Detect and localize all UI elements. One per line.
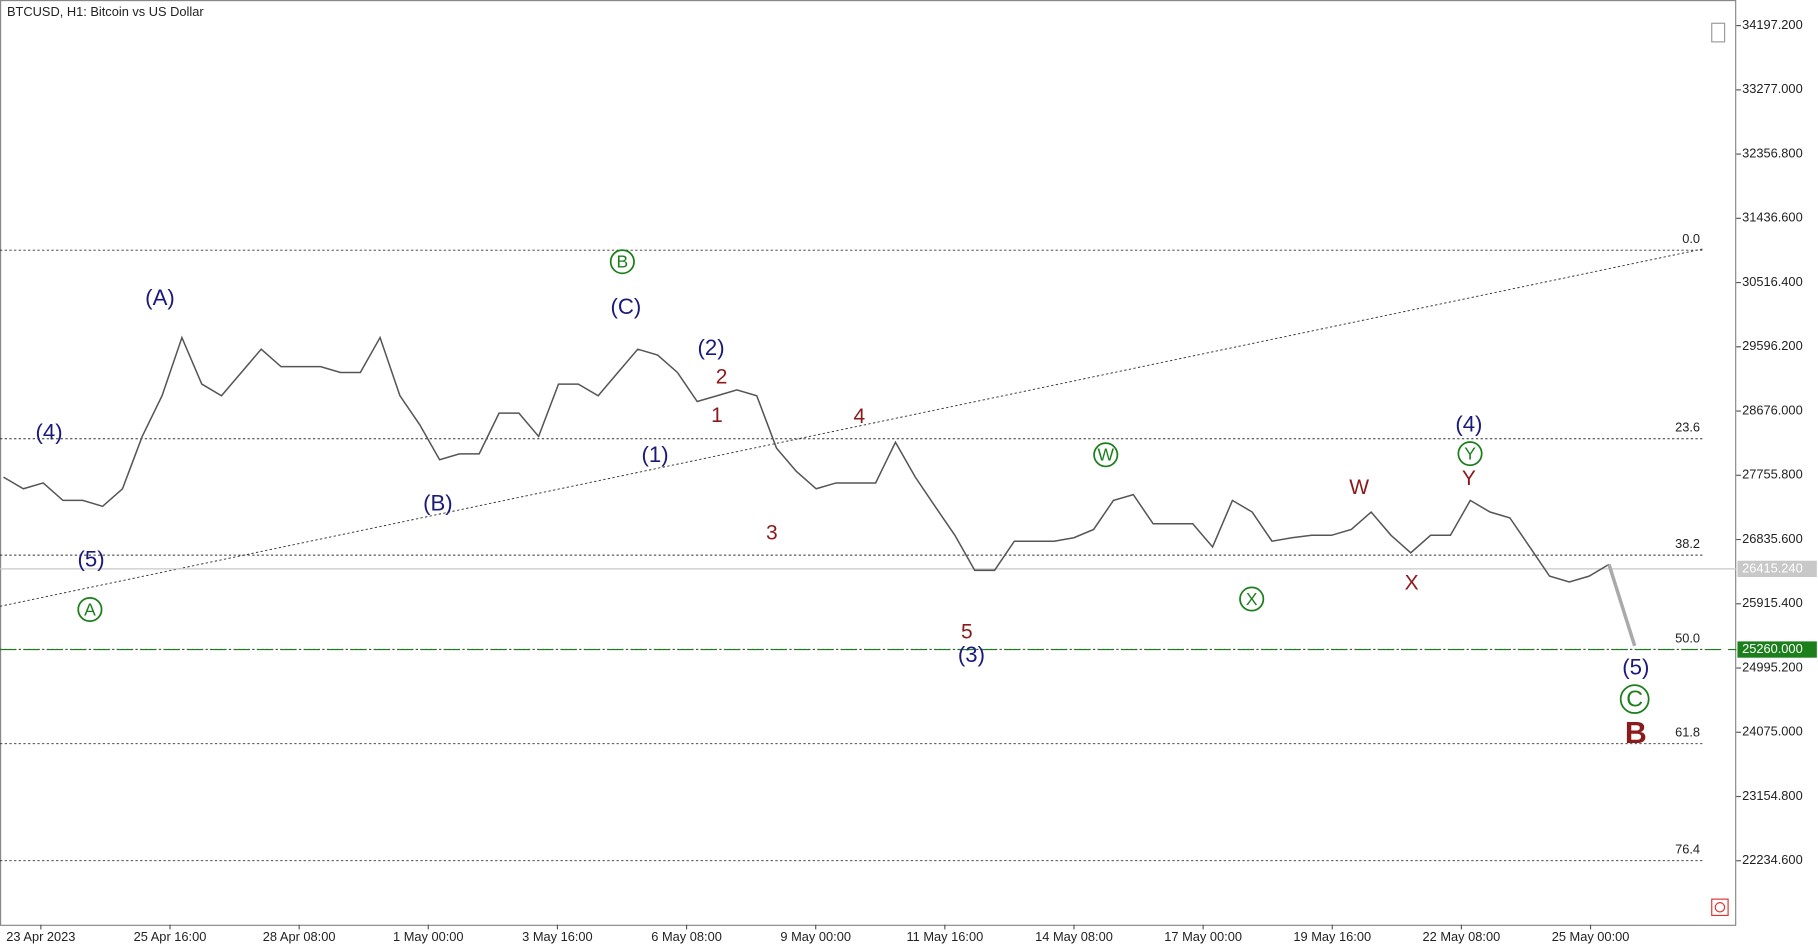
wave-label: (C): [610, 294, 641, 319]
projection: [1607, 563, 1637, 647]
fib-label: 23.6: [1675, 420, 1700, 435]
wave-circle: [1457, 441, 1483, 467]
wave-circle: [609, 249, 635, 275]
x-tick-label: 9 May 00:00: [780, 929, 851, 944]
icon[interactable]: [1711, 22, 1726, 43]
wave-label: Y: [1464, 443, 1476, 463]
y-tick-label: 24995.200: [1742, 659, 1803, 674]
wave-circle: [1239, 586, 1265, 612]
wave-label: (2): [698, 335, 725, 360]
wave-label: 4: [854, 405, 866, 428]
fib-label: 61.8: [1675, 725, 1700, 740]
x-tick-label: 22 May 08:00: [1423, 929, 1501, 944]
y-tick-label: 24075.000: [1742, 724, 1803, 739]
x-tick-label: 28 Apr 08:00: [263, 929, 336, 944]
wave-label: X: [1246, 589, 1258, 609]
x-tick-label: 25 Apr 16:00: [134, 929, 207, 944]
wave-label: C: [1626, 685, 1643, 711]
current-price-label: 26415.240: [1742, 560, 1803, 575]
wave-label: 1: [711, 404, 723, 427]
y-tick-label: 34197.200: [1742, 17, 1803, 32]
wave-label: (A): [145, 285, 175, 310]
wave-circle: [77, 597, 103, 623]
wave-label: B: [617, 252, 629, 272]
x-tick-label: 17 May 00:00: [1164, 929, 1242, 944]
price-line: [3, 335, 1610, 583]
wave-label: 2: [716, 366, 728, 389]
target-box: [1737, 641, 1817, 658]
chart-title: BTCUSD, H1: Bitcoin vs US Dollar: [7, 4, 204, 19]
y-tick-label: 27755.800: [1742, 467, 1803, 482]
wave-label: 3: [766, 521, 778, 544]
fib-label: 0.0: [1682, 231, 1700, 246]
wave-circle: [1093, 442, 1119, 468]
wave-label: (5): [1622, 655, 1649, 680]
wave-label: Y: [1462, 467, 1476, 490]
wave-label: X: [1405, 571, 1419, 594]
wave-label: (3): [958, 642, 985, 667]
current-price-box: [1737, 560, 1817, 578]
icon: [1714, 902, 1726, 913]
y-tick-label: 23154.800: [1742, 788, 1803, 803]
y-tick-label: 32356.800: [1742, 145, 1803, 160]
y-tick-label: 30516.400: [1742, 274, 1803, 289]
x-tick-label: 23 Apr 2023: [6, 929, 75, 944]
y-tick-label: 25915.400: [1742, 595, 1803, 610]
trendline: [0, 248, 1703, 607]
wave-label: (1): [641, 442, 668, 467]
wave-label: (4): [35, 420, 62, 445]
x-tick-label: 1 May 00:00: [393, 929, 464, 944]
x-tick-label: 19 May 16:00: [1293, 929, 1371, 944]
x-tick-label: 25 May 00:00: [1552, 929, 1630, 944]
x-tick-label: 6 May 08:00: [651, 929, 722, 944]
wave-circle: [1619, 684, 1650, 714]
wave-label: (5): [78, 547, 105, 572]
target-label: 25260.000: [1742, 641, 1803, 656]
fib-label: 38.2: [1675, 536, 1700, 551]
fib-label: 50.0: [1675, 630, 1700, 645]
wave-label: (B): [423, 491, 453, 516]
wave-label: B: [1625, 717, 1647, 750]
icon[interactable]: [1711, 898, 1729, 917]
x-tick-label: 11 May 16:00: [906, 929, 983, 944]
fib-label: 76.4: [1675, 842, 1700, 857]
y-tick-label: 28676.000: [1742, 402, 1803, 417]
x-tick-label: 3 May 16:00: [522, 929, 593, 944]
wave-label: (4): [1455, 412, 1482, 437]
plot-frame: [0, 0, 1737, 926]
y-tick-label: 33277.000: [1742, 81, 1803, 96]
wave-label: W: [1097, 445, 1114, 465]
wave-label: W: [1349, 476, 1369, 499]
x-tick-label: 14 May 08:00: [1035, 929, 1113, 944]
y-tick-label: 31436.600: [1742, 210, 1803, 225]
y-tick-label: 26835.600: [1742, 531, 1803, 546]
y-tick-label: 29596.200: [1742, 338, 1803, 353]
y-tick-label: 22234.600: [1742, 852, 1803, 867]
wave-label: 5: [961, 620, 973, 643]
wave-label: A: [84, 599, 96, 619]
